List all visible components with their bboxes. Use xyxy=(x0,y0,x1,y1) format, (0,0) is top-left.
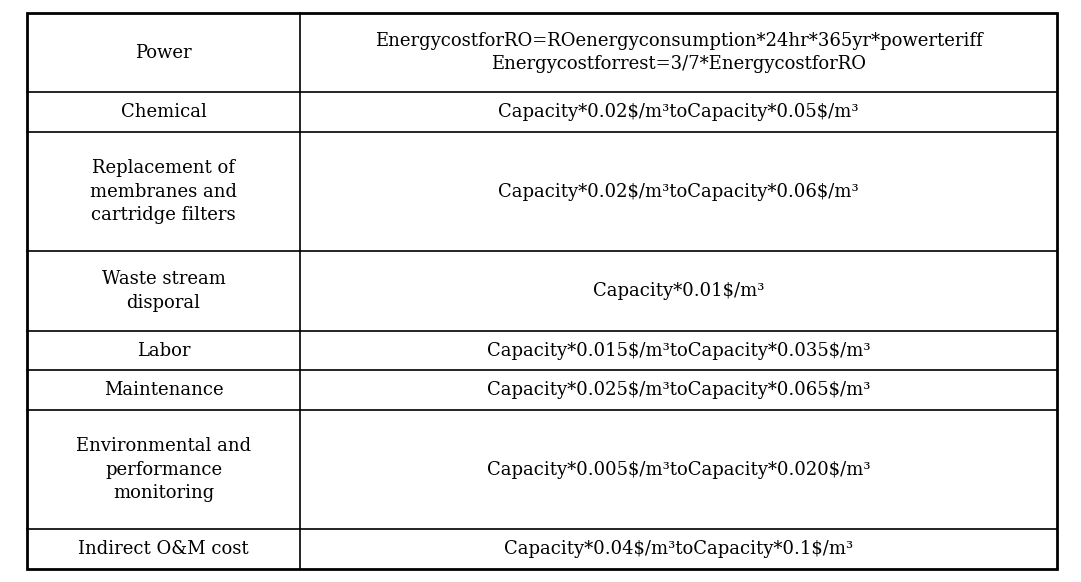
Text: Capacity*0.005$/m³toCapacity*0.020$/m³: Capacity*0.005$/m³toCapacity*0.020$/m³ xyxy=(486,461,870,479)
Text: Capacity*0.02$/m³toCapacity*0.06$/m³: Capacity*0.02$/m³toCapacity*0.06$/m³ xyxy=(498,183,859,201)
Text: Waste stream
disporal: Waste stream disporal xyxy=(102,270,226,312)
Text: Replacement of
membranes and
cartridge filters: Replacement of membranes and cartridge f… xyxy=(90,159,237,224)
Text: Capacity*0.02$/m³toCapacity*0.05$/m³: Capacity*0.02$/m³toCapacity*0.05$/m³ xyxy=(498,103,859,121)
Text: Chemical: Chemical xyxy=(121,103,206,121)
Text: Capacity*0.025$/m³toCapacity*0.065$/m³: Capacity*0.025$/m³toCapacity*0.065$/m³ xyxy=(486,381,870,399)
Text: EnergycostforRO=ROenergyconsumption*24hr*365yr*powerteriff
Energycostforrest=3/7: EnergycostforRO=ROenergyconsumption*24hr… xyxy=(375,32,983,73)
Text: Power: Power xyxy=(135,44,191,62)
Text: Environmental and
performance
monitoring: Environmental and performance monitoring xyxy=(76,437,251,502)
Text: Capacity*0.015$/m³toCapacity*0.035$/m³: Capacity*0.015$/m³toCapacity*0.035$/m³ xyxy=(486,342,870,360)
Text: Capacity*0.01$/m³: Capacity*0.01$/m³ xyxy=(593,282,764,300)
Text: Indirect O&M cost: Indirect O&M cost xyxy=(78,540,249,558)
Text: Capacity*0.04$/m³toCapacity*0.1$/m³: Capacity*0.04$/m³toCapacity*0.1$/m³ xyxy=(504,540,853,558)
Text: Labor: Labor xyxy=(137,342,190,360)
Text: Maintenance: Maintenance xyxy=(104,381,224,399)
